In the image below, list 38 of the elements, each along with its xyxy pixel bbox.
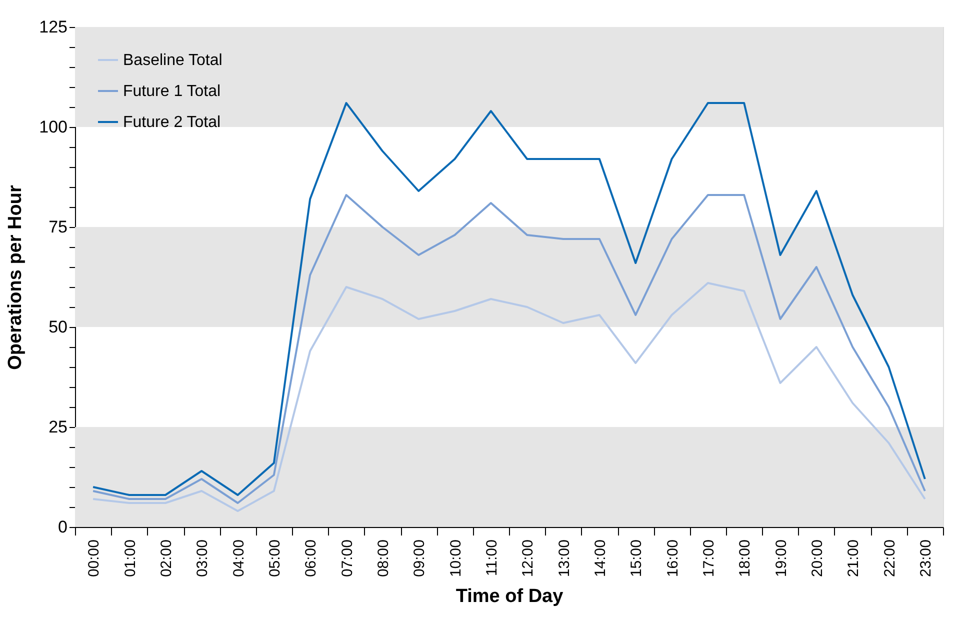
x-tick-label: 07:00 — [338, 540, 356, 578]
x-tick-label: 21:00 — [845, 540, 862, 578]
line-series — [92, 102, 926, 496]
legend-label: Future 1 Total — [123, 83, 221, 100]
x-tick-label: 04:00 — [230, 540, 248, 578]
x-tick-label: 10:00 — [447, 540, 464, 578]
y-tick-label: 75 — [48, 218, 68, 236]
x-tick-label: 15:00 — [628, 540, 646, 578]
x-tick-label: 12:00 — [520, 540, 537, 578]
x-tick-label: 11:00 — [483, 540, 500, 576]
x-tick-label: 08:00 — [374, 540, 392, 578]
x-tick-label: 01:00 — [122, 540, 139, 578]
y-tick-label: 25 — [48, 418, 68, 436]
x-tick-label: 16:00 — [664, 540, 682, 578]
x-tick-label: 17:00 — [700, 540, 718, 578]
y-axis-title: Operations per Hour — [5, 184, 26, 370]
x-axis-title: Time of Day — [456, 586, 564, 608]
x-tick-label: 20:00 — [808, 540, 826, 578]
y-tick-label: 0 — [58, 518, 68, 536]
legend-label: Future 2 Total — [123, 114, 221, 131]
x-tick-label: 00:00 — [86, 540, 103, 578]
x-tick-label: 03:00 — [194, 540, 212, 578]
x-tick-label: 23:00 — [917, 540, 934, 578]
y-tick-label: 100 — [39, 118, 68, 136]
x-tick-label: 18:00 — [736, 540, 754, 578]
x-tick-label: 05:00 — [266, 540, 284, 578]
x-tick-label: 19:00 — [772, 540, 790, 578]
legend-label: Baseline Total — [123, 52, 222, 69]
line-series — [92, 194, 926, 504]
x-tick-label: 06:00 — [302, 540, 320, 578]
y-tick-label: 125 — [39, 18, 68, 36]
x-tick-label: 22:00 — [881, 540, 898, 578]
x-tick-label: 02:00 — [158, 540, 175, 578]
y-tick-label: 50 — [48, 318, 68, 336]
x-tick-label: 09:00 — [411, 540, 428, 578]
x-tick-label: 14:00 — [592, 540, 609, 578]
x-tick-label: 13:00 — [556, 540, 573, 578]
line-series — [92, 282, 926, 512]
